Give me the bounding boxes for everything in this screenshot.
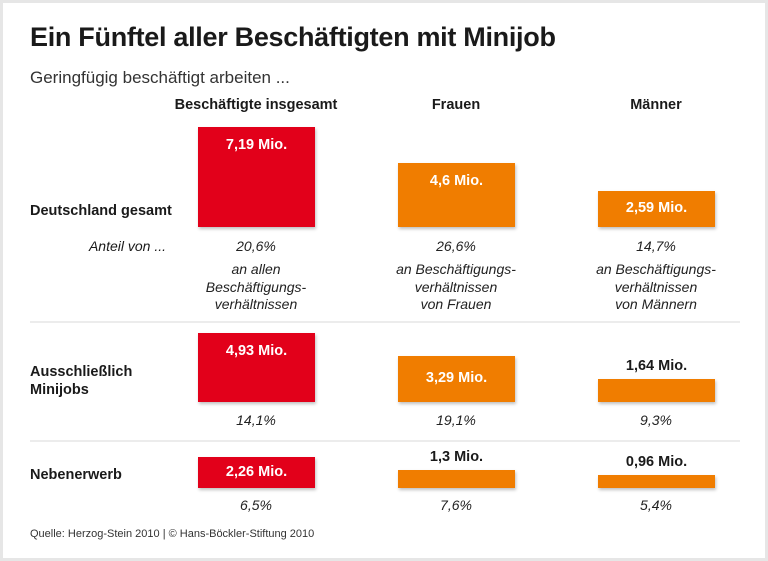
- desc-line: verhältnissen: [414, 278, 498, 295]
- bar-value-label: 4,93 Mio.: [225, 343, 288, 359]
- share-label: Anteil von ...: [88, 238, 166, 254]
- share-description-insgesamt: an allen Beschäftigungs- verhältnissen: [156, 261, 356, 314]
- desc-line: Beschäftigungs-: [205, 278, 307, 295]
- share-r2-c1: 7,6%: [440, 497, 472, 513]
- row-label-nebenerwerb: Nebenerwerb: [30, 467, 122, 483]
- bar-value-label: 1,3 Mio.: [429, 449, 484, 465]
- share-r0-c1: 26,6%: [436, 238, 476, 254]
- column-header-insgesamt: Beschäftigte insgesamt: [174, 97, 338, 113]
- bar-value-label: 2,26 Mio.: [225, 463, 288, 480]
- share-description-maenner: an Beschäftigungs- verhältnissen von Män…: [556, 261, 756, 314]
- desc-line: verhältnissen: [214, 296, 298, 312]
- bar-r2-c1: [398, 470, 515, 488]
- desc-line: an Beschäftigungs-: [596, 261, 716, 277]
- share-r2-c0: 6,5%: [240, 497, 272, 513]
- chart-title: Ein Fünftel aller Beschäftigten mit Mini…: [30, 22, 556, 52]
- share-r0-c2: 14,7%: [636, 238, 676, 254]
- bar-value-label: 3,29 Mio.: [425, 370, 488, 386]
- row-label-deutschland: Deutschland gesamt: [30, 203, 172, 219]
- bar-r2-c0: [198, 457, 315, 488]
- share-r2-c2: 5,4%: [640, 497, 672, 513]
- row-divider: [30, 321, 740, 323]
- bar-r1-c1: [398, 356, 515, 402]
- chart-subtitle: Geringfügig beschäftigt arbeiten ...: [30, 68, 290, 87]
- desc-line: von Männern: [615, 296, 697, 312]
- source-footer: Quelle: Herzog-Stein 2010 | © Hans-Böckl…: [30, 528, 315, 540]
- bar-value-label: 7,19 Mio.: [225, 137, 288, 153]
- bar-value-label: 0,96 Mio.: [625, 454, 688, 470]
- bar-r1-c0: [198, 333, 315, 402]
- bar-value-label: 1,64 Mio.: [625, 358, 688, 374]
- column-header-maenner: Männer: [630, 97, 682, 113]
- share-r1-c0: 14,1%: [236, 412, 276, 428]
- row-divider: [30, 440, 740, 442]
- column-header-frauen: Frauen: [431, 97, 481, 113]
- desc-line: verhältnissen: [614, 278, 698, 295]
- desc-line: an Beschäftigungs-: [396, 261, 516, 277]
- desc-line: von Frauen: [420, 296, 492, 312]
- bar-r0-c0: [198, 127, 315, 227]
- bar-r0-c1: [398, 163, 515, 227]
- row-label-minijobs-line2: Minijobs: [30, 382, 89, 398]
- bar-value-label: 4,6 Mio.: [429, 173, 484, 189]
- bar-r1-c2: [598, 379, 715, 402]
- share-r1-c2: 9,3%: [640, 412, 672, 428]
- share-description-frauen: an Beschäftigungs- verhältnissen von Fra…: [356, 261, 556, 314]
- share-r0-c0: 20,6%: [236, 238, 276, 254]
- bar-r2-c2: [598, 475, 715, 488]
- bar-value-label: 2,59 Mio.: [625, 200, 688, 216]
- bar-r0-c2: [598, 191, 715, 227]
- share-r1-c1: 19,1%: [436, 412, 476, 428]
- desc-line: an allen: [231, 261, 281, 277]
- row-label-minijobs-line1: Ausschließlich: [30, 364, 133, 380]
